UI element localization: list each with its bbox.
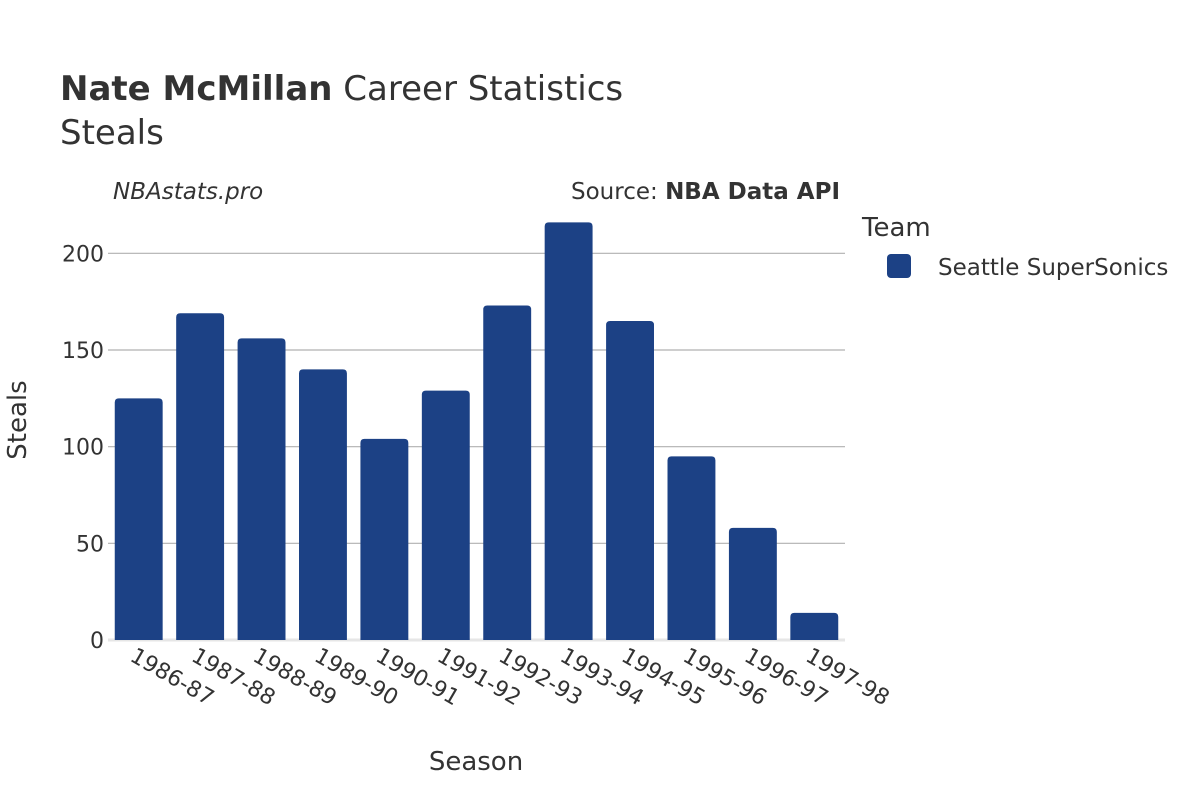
watermark: NBAstats.pro xyxy=(113,179,263,205)
bar-1990-91[interactable] xyxy=(360,438,409,640)
legend: Team Seattle SuperSonics xyxy=(861,213,1168,281)
y-axis-ticks: 0 50 100 150 200 xyxy=(62,242,104,654)
bar-1995-96[interactable] xyxy=(667,456,716,640)
y-tick-label: 0 xyxy=(90,629,104,654)
legend-label-seattle-supersonics[interactable]: Seattle SuperSonics xyxy=(938,255,1168,281)
chart-subtitle: Steals xyxy=(60,113,164,153)
x-axis-title: Season xyxy=(429,747,523,777)
bar-1986-87[interactable] xyxy=(114,398,163,640)
source-prefix: Source: xyxy=(571,179,665,205)
bar-1989-90[interactable] xyxy=(299,369,347,640)
source-credit: Source: NBA Data API xyxy=(571,179,840,205)
legend-title: Team xyxy=(861,213,931,243)
bar-1992-93[interactable] xyxy=(483,305,532,640)
bar-1994-95[interactable] xyxy=(606,321,654,640)
bar-1988-89[interactable] xyxy=(237,338,286,640)
bars xyxy=(114,222,839,640)
y-axis-title: Steals xyxy=(3,380,33,459)
source-name: NBA Data API xyxy=(665,179,840,205)
legend-swatch-seattle-supersonics[interactable] xyxy=(887,254,911,278)
y-tick-label: 100 xyxy=(62,436,104,461)
chart-title-player: Nate McMillan xyxy=(60,69,332,109)
bar-1997-98[interactable] xyxy=(790,612,839,640)
y-tick-label: 50 xyxy=(76,532,104,557)
x-axis-ticks: 1986-871987-881988-891989-901990-911991-… xyxy=(126,644,894,712)
bar-1987-88[interactable] xyxy=(176,313,225,640)
y-tick-label: 150 xyxy=(62,339,104,364)
bar-1996-97[interactable] xyxy=(728,527,777,640)
bar-1991-92[interactable] xyxy=(421,390,470,640)
chart-title-rest: Career Statistics xyxy=(343,69,623,109)
gridlines xyxy=(108,252,845,642)
y-tick-label: 200 xyxy=(62,242,104,267)
chart-title: Nate McMillan Career Statistics xyxy=(60,69,623,109)
bar-1993-94[interactable] xyxy=(544,222,593,640)
